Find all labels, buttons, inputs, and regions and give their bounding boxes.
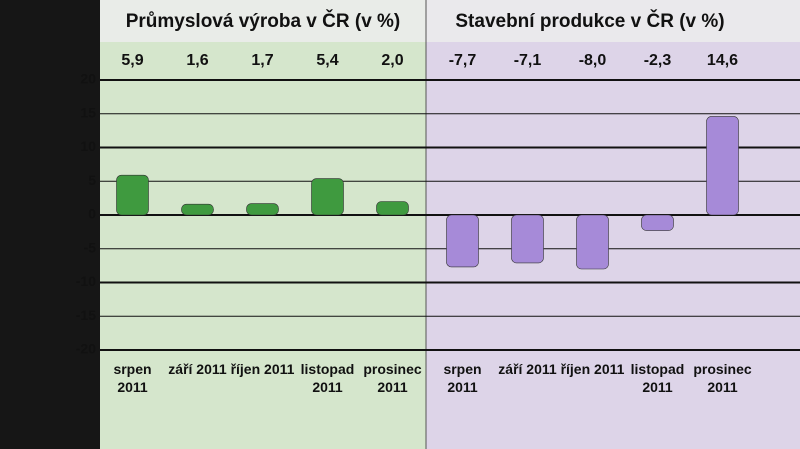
title-band bbox=[100, 0, 800, 42]
bar bbox=[641, 214, 674, 231]
value-label: -2,3 bbox=[644, 52, 672, 69]
value-label: 5,4 bbox=[316, 52, 338, 69]
bar bbox=[576, 214, 609, 270]
bar bbox=[376, 201, 409, 216]
y-tick-label: -15 bbox=[76, 307, 96, 323]
x-tick-label: srpen 2011 bbox=[443, 361, 482, 395]
y-tick-label: -20 bbox=[76, 341, 96, 357]
value-label: -7,7 bbox=[449, 52, 477, 69]
x-tick-label: říjen 2011 bbox=[230, 361, 295, 377]
y-tick-label: -5 bbox=[84, 239, 97, 255]
x-tick-label: listopad 2011 bbox=[300, 361, 355, 395]
bar bbox=[311, 178, 344, 216]
y-tick-label: 0 bbox=[88, 206, 96, 222]
value-label: 2,0 bbox=[381, 52, 403, 69]
x-tick-label: září 2011 bbox=[168, 361, 227, 377]
y-tick-label: 20 bbox=[80, 71, 96, 87]
value-label: -8,0 bbox=[579, 52, 607, 69]
x-tick-label: září 2011 bbox=[498, 361, 557, 377]
chart-title: Průmyslová výroba v ČR (v %) bbox=[126, 10, 401, 32]
y-tick-label: 15 bbox=[80, 104, 96, 120]
y-tick-label: 10 bbox=[80, 138, 96, 154]
bar bbox=[511, 214, 544, 264]
value-label: 5,9 bbox=[121, 52, 143, 69]
bar bbox=[246, 203, 279, 216]
panel-left bbox=[100, 0, 426, 449]
bar bbox=[706, 116, 739, 216]
x-tick-label: říjen 2011 bbox=[560, 361, 625, 377]
x-tick-label: listopad 2011 bbox=[630, 361, 685, 395]
bar bbox=[181, 203, 214, 216]
value-label: 1,7 bbox=[251, 52, 273, 69]
value-label: 1,6 bbox=[186, 52, 208, 69]
y-tick-label: 5 bbox=[88, 172, 96, 188]
x-tick-label: prosinec 2011 bbox=[693, 361, 752, 395]
x-tick-label: srpen 2011 bbox=[113, 361, 152, 395]
bar bbox=[446, 214, 479, 268]
value-label: -7,1 bbox=[514, 52, 542, 69]
y-tick-label: -10 bbox=[76, 273, 96, 289]
value-label: 14,6 bbox=[707, 52, 738, 69]
x-tick-label: prosinec 2011 bbox=[363, 361, 422, 395]
panel-right bbox=[426, 0, 800, 449]
bar bbox=[116, 174, 149, 216]
chart-title: Stavební produkce v ČR (v %) bbox=[455, 10, 724, 32]
